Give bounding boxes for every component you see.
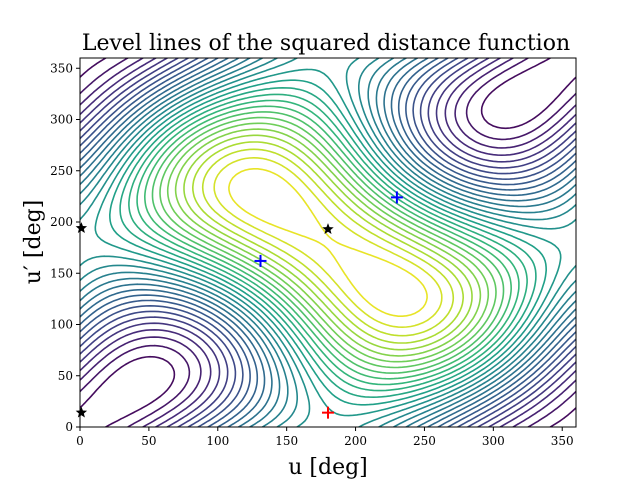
chart-title: Level lines of the squared distance func… — [82, 31, 570, 56]
contour-level — [201, 148, 455, 337]
contour-level — [119, 87, 537, 398]
contour-level — [80, 58, 576, 427]
contour-level — [151, 111, 505, 374]
contour-level — [128, 93, 528, 392]
x-tick-label: 350 — [551, 434, 574, 448]
contour-level — [80, 58, 576, 427]
contour-level — [228, 168, 428, 317]
contour-level — [94, 68, 562, 417]
black-star-marker — [322, 223, 334, 235]
x-tick-label: 250 — [413, 434, 436, 448]
contour-lines — [80, 58, 576, 427]
contour-level — [80, 58, 576, 427]
contour-level — [80, 58, 576, 427]
y-tick-label: 50 — [58, 369, 73, 383]
y-tick-label: 150 — [50, 266, 73, 280]
contour-level — [109, 79, 547, 406]
x-tick-label: 0 — [76, 434, 84, 448]
contour-level — [136, 99, 520, 386]
contour-level — [166, 122, 490, 363]
x-axis-ticks: 0 50 100 150 200 250 300 350 — [76, 427, 574, 448]
y-tick-label: 100 — [50, 318, 73, 332]
contour-level — [183, 134, 473, 351]
black-star-marker — [75, 406, 88, 418]
contour-level — [213, 157, 443, 328]
contour-level — [192, 141, 464, 344]
blue-plus-marker — [254, 254, 267, 267]
y-tick-label: 0 — [65, 420, 73, 434]
blue-plus-marker — [390, 191, 403, 204]
x-tick-label: 150 — [275, 434, 298, 448]
y-axis-ticks: 0 50 100 150 200 250 300 350 — [50, 61, 80, 434]
x-axis-label: u [deg] — [288, 455, 368, 480]
contour-level — [80, 58, 576, 427]
contour-level — [80, 58, 576, 427]
y-tick-label: 350 — [50, 61, 73, 75]
contour-level — [80, 58, 576, 427]
black-star-marker — [75, 222, 88, 233]
contour-level — [80, 58, 576, 427]
x-tick-label: 300 — [482, 434, 505, 448]
markers — [75, 191, 403, 419]
x-tick-label: 100 — [206, 434, 229, 448]
contour-level — [144, 105, 512, 380]
contour-level — [80, 58, 576, 427]
red-plus-marker — [322, 406, 334, 419]
contour-level — [80, 58, 576, 427]
x-tick-label: 200 — [344, 434, 367, 448]
contour-level — [80, 58, 576, 427]
contour-level — [174, 128, 482, 357]
x-tick-label: 50 — [141, 434, 156, 448]
contour-level — [159, 116, 497, 369]
y-axis-label: u′ [deg] — [21, 200, 46, 285]
y-tick-label: 200 — [50, 215, 73, 229]
y-tick-label: 300 — [50, 113, 73, 127]
y-tick-label: 250 — [50, 164, 73, 178]
plot-frame — [79, 57, 577, 428]
